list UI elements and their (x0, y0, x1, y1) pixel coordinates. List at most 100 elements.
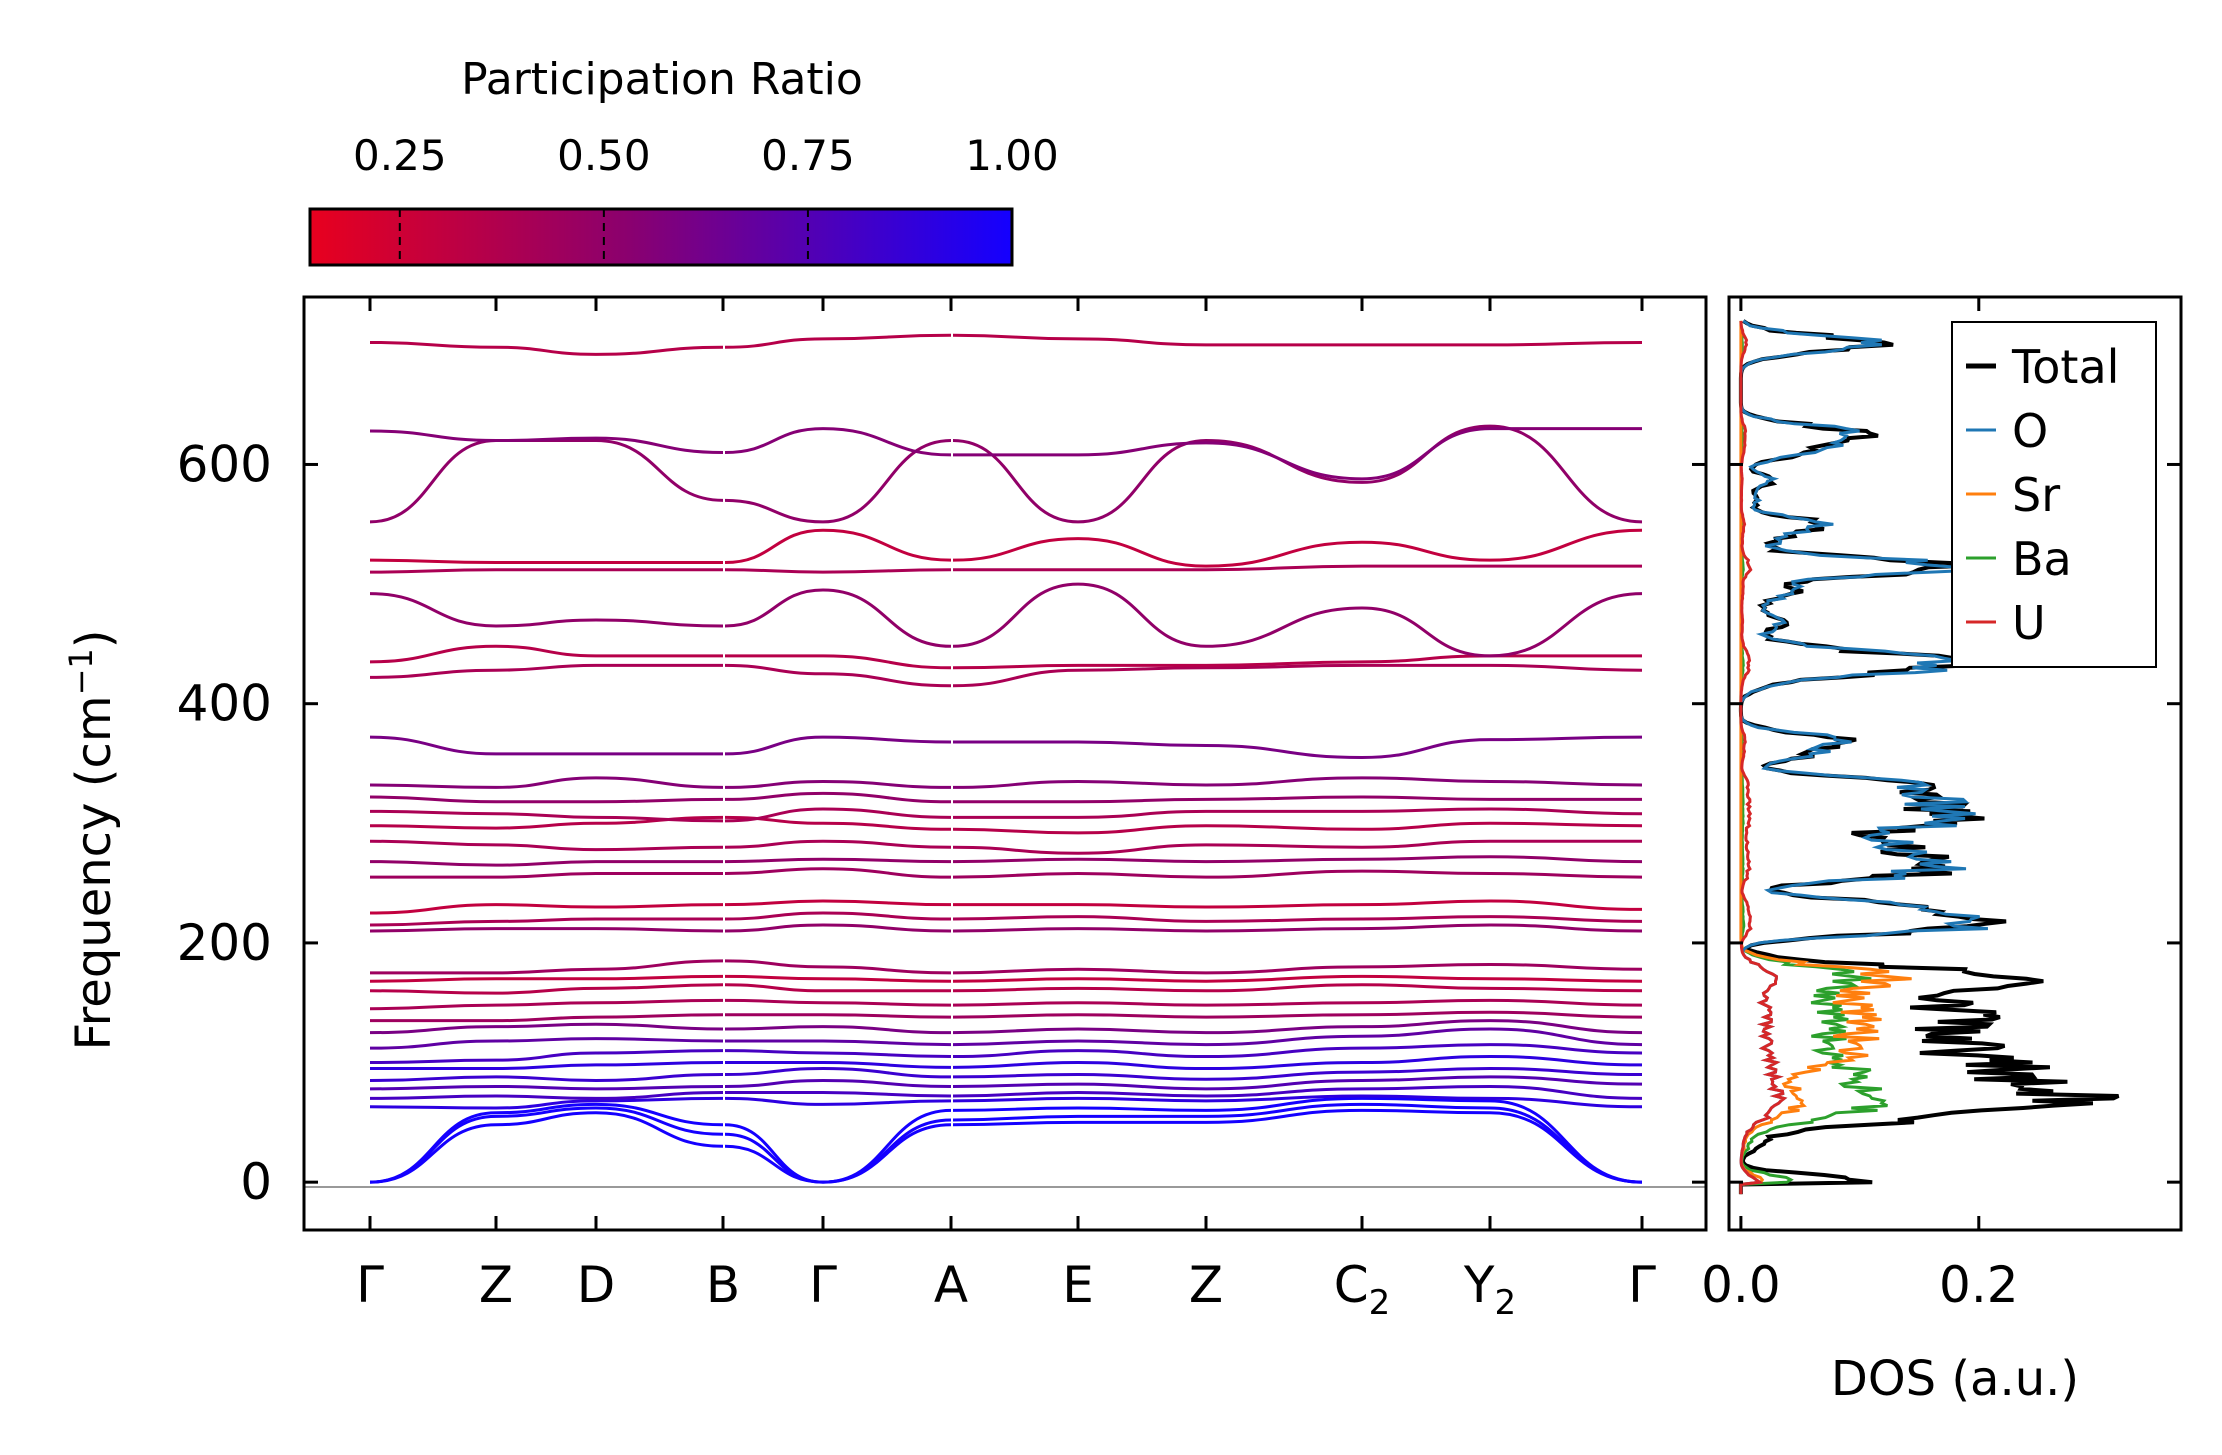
band-line (370, 872, 723, 879)
band-line (369, 1084, 724, 1091)
band-line (369, 439, 724, 524)
colorbar-gradient (308, 207, 1014, 267)
band-line (724, 1025, 952, 1035)
k-point-label-subscript: 2 (1494, 1283, 1516, 1323)
k-point-label: C2 (1334, 1256, 1391, 1323)
k-point-label: Y2 (1463, 1256, 1516, 1323)
band-line (724, 807, 952, 823)
band-line (724, 1078, 952, 1088)
band-line (724, 1049, 952, 1059)
band-line (952, 1043, 1643, 1059)
band-line (724, 839, 952, 849)
legend-label: Total (2011, 340, 2119, 394)
band-line (952, 1027, 1643, 1047)
y-axis-label-sup: −1 (62, 648, 100, 695)
band-line (725, 1090, 952, 1098)
band-line (724, 735, 952, 756)
band-line (369, 983, 724, 995)
dos-legend: Total O Sr Ba U (1951, 321, 2157, 668)
dos-x-tick-label: 0.2 (1939, 1256, 2019, 1314)
dos-x-tick-label: 0.0 (1701, 1256, 1781, 1314)
k-point-label-text: E (1062, 1256, 1094, 1314)
dos-panel: 0.0 0.2 DOS (a.u.) Total O Sr Ba U (1701, 295, 2183, 1407)
y-tick-label: 200 (177, 914, 272, 972)
y-tick-label: 0 (240, 1153, 272, 1211)
band-line (369, 1102, 724, 1184)
band-line (369, 1096, 724, 1110)
colorbar-tick-label: 0.75 (761, 131, 855, 180)
band-line (724, 568, 952, 574)
band-line (952, 1055, 1643, 1071)
band-line (369, 340, 724, 356)
y-axis-label-main: Frequency (cm (66, 695, 122, 1050)
band-line (952, 528, 1643, 568)
colorbar-tick-label: 0.50 (557, 131, 651, 180)
band-line (369, 839, 724, 852)
k-point-label-text: Y (1463, 1256, 1495, 1314)
band-line (724, 923, 952, 933)
dos-line-u (1739, 320, 1788, 1195)
band-line (952, 998, 1643, 1007)
band-line (369, 974, 724, 983)
y-tick-label: 600 (177, 435, 272, 493)
dos-ticks: 0.0 0.2 (1701, 297, 2181, 1314)
dos-frame (1727, 295, 2183, 1232)
y-tick-label: 400 (177, 675, 272, 733)
band-line (953, 795, 1642, 804)
k-point-label: A (934, 1256, 968, 1314)
band-line (952, 855, 1643, 864)
band-line (369, 644, 723, 664)
k-point-label-text: B (706, 1256, 740, 1314)
band-line (952, 839, 1642, 855)
colorbar: Participation Ratio 0.25 0.50 0.75 1.00 (308, 54, 1059, 267)
k-point-label: Z (1189, 1256, 1223, 1314)
band-line (724, 791, 952, 804)
band-line (369, 592, 724, 628)
band-line (952, 1094, 1643, 1109)
band-line (370, 1061, 724, 1071)
band-line (369, 776, 724, 789)
y-axis-label: Frequency (cm−1) (62, 629, 122, 1050)
band-line (369, 860, 723, 867)
band-line (952, 923, 1643, 933)
k-point-label-text: Γ (809, 1256, 837, 1314)
k-point-label-subscript: 2 (1369, 1283, 1391, 1323)
band-line (370, 1013, 724, 1023)
k-point-label: D (577, 1256, 616, 1314)
band-line (370, 959, 724, 975)
band-line (952, 899, 1643, 911)
dos-x-axis-label: DOS (a.u.) (1831, 1351, 2079, 1407)
band-line (953, 735, 1643, 760)
band-ticks (304, 297, 1706, 1230)
band-line (724, 1096, 952, 1106)
band-line (369, 735, 723, 756)
band-line (724, 528, 952, 565)
k-point-label-text: D (577, 1256, 616, 1314)
band-line (724, 959, 952, 975)
k-point-label: B (706, 1256, 740, 1314)
band-line (724, 974, 952, 983)
band-line (724, 983, 951, 993)
band-line (724, 663, 952, 688)
dos-line-sr (1739, 320, 1912, 1195)
band-line (724, 1108, 952, 1184)
band-line (952, 1067, 1643, 1081)
band-line (369, 663, 723, 679)
band-line (952, 1075, 1643, 1091)
band-line (724, 1118, 952, 1184)
k-point-labels: Γ Z D B Γ A E Z C2 Y2 Γ (356, 1256, 1656, 1323)
legend-label: Ba (2012, 532, 2072, 586)
band-line (724, 998, 952, 1007)
legend-label: O (2012, 404, 2048, 458)
k-point-label-text: Γ (356, 1256, 384, 1314)
colorbar-tick-label: 1.00 (965, 131, 1059, 180)
band-line (724, 427, 952, 457)
band-line (724, 779, 952, 789)
legend-label: Sr (2012, 468, 2060, 522)
k-point-label: Z (479, 1256, 513, 1314)
k-point-label-text: C (1334, 1256, 1369, 1314)
band-line (725, 1013, 952, 1019)
band-line (724, 1123, 952, 1184)
